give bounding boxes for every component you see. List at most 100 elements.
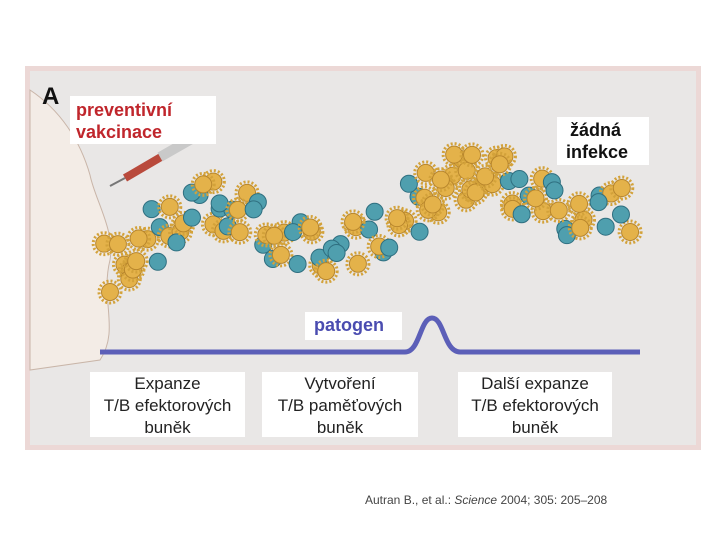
effector-cell-spikes [420, 191, 446, 217]
effector-cell [271, 245, 290, 264]
effector-cell [228, 200, 247, 219]
effector-cell-spikes [97, 279, 123, 305]
memory-cell [380, 238, 399, 257]
effector-cell-spikes [384, 205, 410, 231]
effector-cell-spikes [523, 185, 549, 211]
effector-cell-spikes [134, 226, 160, 252]
effector-cell-spikes [617, 219, 643, 245]
phase-label: Další expanze [481, 374, 589, 393]
memory-cell [288, 255, 307, 274]
memory-cell [327, 243, 346, 262]
phase-labels: Expanze T/B efektorových buněk Vytvoření T/B… [90, 372, 612, 437]
arm-silhouette [29, 89, 112, 371]
effector-cell-spikes [190, 171, 216, 197]
memory-cell [365, 202, 384, 221]
phase-label: buněk [144, 418, 191, 437]
effector-cell [490, 155, 509, 174]
citation-journal: Science [454, 493, 497, 507]
effector-cell [230, 223, 249, 242]
effector-cell [108, 235, 127, 254]
effector-cell-spikes [472, 163, 498, 189]
effector-cell [431, 170, 450, 189]
effector-cell [571, 218, 590, 237]
cell-cluster [91, 142, 643, 305]
effector-cell [570, 194, 589, 213]
memory-cell [510, 170, 529, 189]
memory-cell [611, 205, 630, 224]
effector-cell-spikes [487, 151, 513, 177]
label-box [305, 312, 402, 340]
phase-label: buněk [317, 418, 364, 437]
effector-cell-spikes [313, 258, 339, 284]
effector-cell [526, 189, 545, 208]
effector-cell-spikes [123, 248, 149, 274]
effector-cell-spikes [428, 167, 454, 193]
memory-cell [167, 233, 186, 252]
phase-label: T/B efektorových [104, 396, 232, 415]
memory-cell [545, 181, 564, 200]
phase-label: buněk [512, 418, 559, 437]
vaccination-label: preventivní [76, 100, 173, 120]
effector-cell [101, 283, 119, 301]
phase-label: Expanze [134, 374, 200, 393]
phase-box [90, 372, 245, 437]
effector-cell [445, 145, 464, 164]
effector-cell-spikes [299, 219, 325, 245]
citation-details: 2004; 305: 205–208 [500, 493, 607, 507]
effector-cell [463, 145, 482, 164]
effector-cell-spikes [433, 175, 459, 201]
effector-cell [423, 195, 442, 214]
citation-authors: Autran B., et al.: [365, 493, 451, 507]
panel-label: A [42, 83, 59, 110]
effector-cell-spikes [268, 242, 294, 268]
effector-cell-spikes [200, 169, 226, 195]
effector-cell [127, 252, 146, 271]
effector-cell [344, 212, 363, 231]
effector-cell [388, 209, 407, 228]
effector-cell-spikes [157, 194, 183, 220]
effector-cell-spikes [297, 214, 323, 240]
vaccination-label: vakcinace [76, 122, 162, 142]
effector-cell [160, 197, 179, 216]
effector-cell [621, 222, 640, 241]
memory-cell [142, 200, 161, 219]
effector-cell-spikes [386, 212, 412, 238]
phase-label: T/B efektorových [471, 396, 599, 415]
phase-label: T/B paměťových [278, 396, 402, 415]
effector-cell-spikes [546, 197, 572, 223]
effector-cell-spikes [126, 226, 152, 252]
memory-cell [589, 193, 608, 212]
memory-cell [596, 217, 615, 236]
no-infection-label: infekce [566, 142, 628, 162]
effector-cell [612, 179, 631, 198]
effector-cell [194, 175, 213, 194]
effector-cell-spikes [609, 175, 635, 201]
memory-cell [148, 252, 167, 271]
effector-cell [476, 167, 495, 186]
effector-cell-spikes [392, 208, 418, 234]
memory-cell [399, 174, 418, 193]
pathogen-label: patogen [314, 315, 384, 335]
effector-cell-spikes [459, 142, 485, 168]
memory-cell [512, 205, 531, 224]
effector-cell-spikes [463, 179, 489, 205]
effector-cell [129, 229, 148, 248]
effector-cell-spikes [340, 209, 366, 235]
memory-cell [244, 200, 263, 219]
effector-cell-spikes [345, 251, 371, 277]
effector-cell [301, 218, 320, 237]
effector-cell [317, 262, 336, 281]
phase-box [262, 372, 418, 437]
label-box [557, 117, 649, 165]
memory-cell [283, 223, 302, 242]
effector-cell [348, 254, 367, 273]
pathogen-line [100, 315, 640, 355]
memory-cell [182, 208, 201, 227]
phase-label: Vytvoření [304, 374, 375, 393]
effector-cell-spikes [425, 199, 451, 225]
memory-cell [410, 222, 429, 241]
citation: Autran B., et al.: Science 2004; 305: 20… [365, 493, 608, 507]
label-box [70, 96, 216, 144]
effector-cell [265, 226, 284, 245]
